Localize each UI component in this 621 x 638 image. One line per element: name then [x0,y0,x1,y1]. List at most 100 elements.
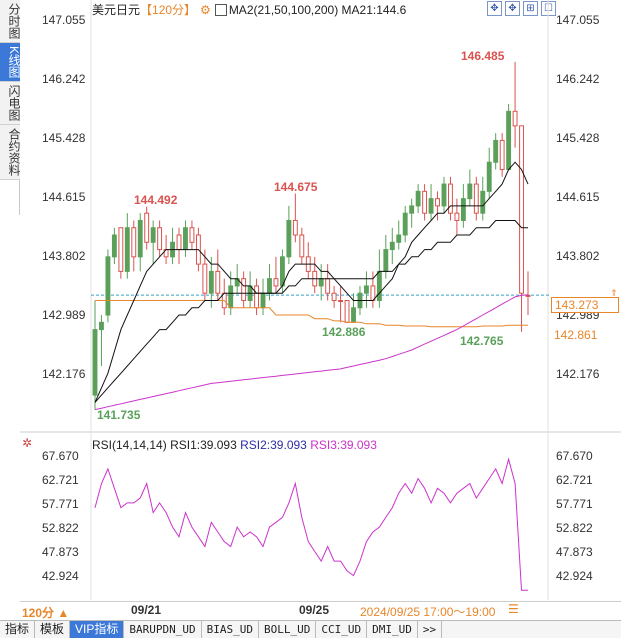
ma-slow-line [94,220,528,403]
candle-body [208,270,214,294]
menu-icon[interactable]: ☰ [508,602,519,616]
price-axis-left-label: 142.989 [42,308,86,322]
candle-body [480,190,486,214]
candle-body [202,263,208,294]
grid-icon[interactable]: ⊞ [523,1,538,16]
candle-body [279,256,285,287]
candle-body [176,234,182,251]
rsi2-value: RSI2:39.093 [240,438,307,452]
candle-body [92,329,98,396]
price-axis-right-label: 142.176 [556,367,600,381]
high-annotation: 146.485 [461,49,505,63]
candle-body [105,256,111,316]
candle-body [318,278,324,287]
candle-body [473,183,479,214]
rsi-axis-right-label: 62.721 [556,473,593,487]
price-axis-left-label: 144.615 [42,190,86,204]
ma-info: MA2(21,50,100,200) MA21:144.6 [228,3,407,17]
tab-vip-indicators[interactable]: VIP指标 [70,621,125,638]
candle-body [499,139,505,171]
rsi-header: RSI(14,14,14) RSI1:39.093 RSI2:39.093 RS… [92,438,377,452]
price-axis-left-label: 145.428 [42,131,86,145]
side-tab-flash[interactable]: 闪电图 [0,82,21,126]
price-axis-left-label: 143.802 [42,249,86,263]
candle-body [402,212,408,236]
chart-header: 美元日元 【120分】 ⚙ MA2(21,50,100,200) MA21:14… [92,2,406,18]
candle-body [512,110,518,127]
price-axis-left-label: 146.242 [42,72,86,86]
candle-body [460,198,466,221]
candle-body [428,198,434,214]
tab-more[interactable]: >> [418,621,443,638]
candle-body [241,278,247,301]
price-up-icon: ⇑ [610,288,618,298]
tab-indicators[interactable]: 指标 [0,621,36,638]
rsi-axis-left-label: 42.924 [42,569,79,583]
rsi-label: RSI(14,14,14) [92,438,167,452]
candle-body [260,292,266,309]
rsi-axis-right-label: 42.924 [556,569,593,583]
candle-body [99,321,104,331]
rsi3-value: RSI3:39.093 [310,438,377,452]
settings-icon[interactable]: ✲ [22,436,33,450]
rsi-axis-left-label: 67.670 [42,449,79,463]
rsi-line [94,457,528,591]
candle-body [273,278,279,287]
ma-fast-line [94,161,529,403]
candle-body [183,227,188,251]
settings-icon[interactable]: ⚙ [200,3,211,17]
time-axis [20,601,621,620]
candle-body [325,278,331,294]
candle-body [292,219,298,236]
low-annotation: 142.765 [460,334,504,348]
candle-body [486,161,492,192]
candle-body [441,183,447,207]
high-annotation: 144.675 [274,180,318,194]
candle-body [415,190,421,207]
tab-boll[interactable]: BOLL_UD [259,621,317,638]
high-annotation: 144.492 [134,193,178,207]
side-tab-timeshare[interactable]: 分时图 [0,0,21,43]
candle-body [157,227,163,251]
candle-body [376,270,382,301]
zoom-icon[interactable]: ✥ [505,1,520,16]
candle-body [363,285,369,294]
tab-barupdn[interactable]: BARUPDN_UD [124,621,202,638]
tab-templates[interactable]: 模板 [35,621,71,638]
tab-bias[interactable]: BIAS_UD [202,621,259,638]
period-label[interactable]: 【120分】 [140,3,197,17]
candle-body [396,234,402,243]
candle-body [254,285,260,309]
side-tab-kline[interactable]: K线图 [0,43,21,83]
side-tab-contract-info[interactable]: 合约资料 [0,125,21,181]
period-selector[interactable]: 120分 ▲ [22,606,70,620]
price-axis-right-label: 146.242 [556,72,600,86]
candle-body [124,227,130,272]
candle-body [137,219,143,258]
date-label: 09/21 [131,603,162,617]
candle-body [409,205,415,214]
indicator-icon[interactable] [214,4,227,16]
move-icon[interactable]: ✥ [487,1,502,16]
rsi-axis-right-label: 47.873 [556,545,593,559]
candle-body [448,183,453,214]
candle-body [467,183,473,200]
tab-dmi[interactable]: DMI_UD [367,621,418,638]
indicator-tab-bar: 指标 模板 VIP指标 BARUPDN_UD BIAS_UD BOLL_UD C… [0,620,621,638]
candle-body [519,125,524,294]
ma-orange-line [95,300,528,328]
candle-body [150,227,156,243]
date-label: 09/25 [299,603,330,617]
rsi-axis-right-label: 52.822 [556,521,593,535]
tab-cci[interactable]: CCI_UD [316,621,368,638]
price-axis-right-label: 147.055 [556,13,600,27]
candle-body [338,299,344,302]
price-axis-right-label: 144.615 [556,190,600,204]
candle-body [422,190,428,214]
rsi-axis-left-label: 57.771 [42,497,79,511]
candle-body [331,292,337,301]
candle-body [435,198,440,207]
rsi-axis-right-label: 67.670 [556,449,593,463]
low-annotation: 141.735 [97,408,141,422]
